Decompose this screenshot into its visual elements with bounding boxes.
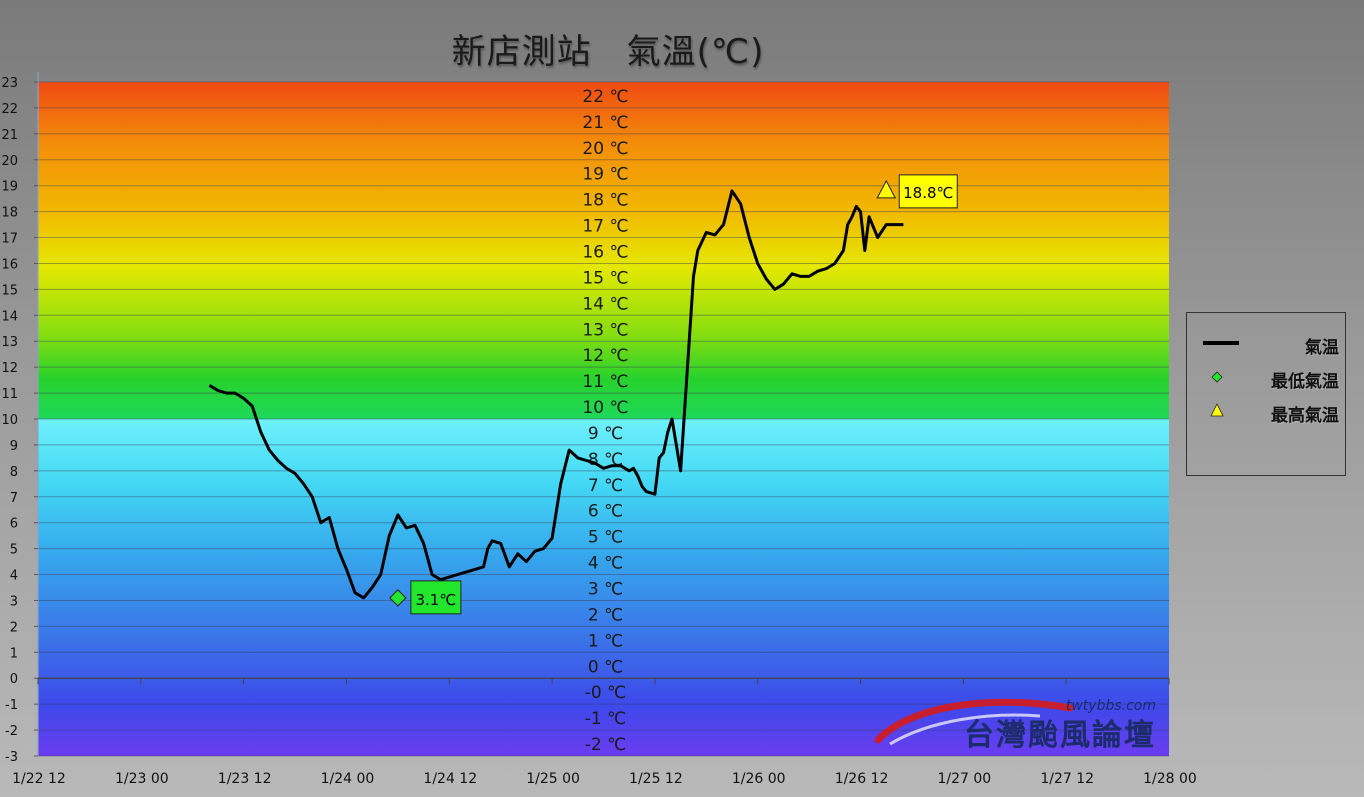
x-tick-label: 1/24 12 — [423, 771, 477, 787]
x-tick-label: 1/23 00 — [115, 771, 169, 787]
y-tick-label: -2 — [5, 724, 18, 739]
band-label: 18 ℃ — [582, 191, 628, 211]
y-tick-label: 5 — [10, 543, 18, 558]
warm-band — [38, 82, 1169, 419]
band-label: 2 ℃ — [588, 605, 623, 625]
band-label: 4 ℃ — [588, 554, 623, 574]
band-label: 19 ℃ — [582, 165, 628, 185]
x-tick-label: 1/27 12 — [1040, 771, 1094, 787]
legend-item-max: 最高氣温 — [1187, 399, 1347, 426]
y-tick-label: 1 — [10, 646, 18, 661]
legend-item-min: 最低氣温 — [1187, 365, 1347, 392]
band-label: -0 ℃ — [585, 683, 626, 703]
band-label: 17 ℃ — [582, 217, 628, 237]
y-tick-label: 3 — [10, 594, 18, 609]
x-tick-label: 1/23 12 — [218, 771, 272, 787]
legend-item-temperature: 氣温 — [1187, 331, 1347, 358]
x-tick-label: 1/24 00 — [321, 771, 375, 787]
y-tick-label: 15 — [1, 283, 18, 298]
y-tick-label: 20 — [1, 154, 18, 169]
band-label: 13 ℃ — [582, 320, 628, 340]
band-label: 22 ℃ — [582, 87, 628, 107]
y-tick-label: 21 — [1, 128, 18, 143]
band-label: 12 ℃ — [582, 346, 628, 366]
y-tick-label: 23 — [1, 76, 18, 91]
band-label: 20 ℃ — [582, 139, 628, 159]
swoosh-icon — [874, 698, 1074, 746]
x-tick-label: 1/28 00 — [1143, 771, 1197, 787]
y-tick-label: 13 — [1, 335, 18, 350]
y-tick-label: 16 — [1, 257, 18, 272]
y-tick-label: 17 — [1, 232, 18, 247]
y-tick-label: 14 — [1, 309, 18, 324]
max-marker — [876, 179, 897, 199]
min-label: 3.1℃ — [416, 591, 457, 609]
band-label: 11 ℃ — [582, 372, 628, 392]
band-label: -1 ℃ — [585, 709, 626, 729]
legend-triangle-icon — [1210, 403, 1224, 417]
band-label: 3 ℃ — [588, 580, 623, 600]
max-label: 18.8℃ — [903, 184, 953, 202]
band-label: 9 ℃ — [588, 424, 623, 444]
y-tick-label: 12 — [1, 361, 18, 376]
band-label: 0 ℃ — [588, 657, 623, 677]
band-label: 6 ℃ — [588, 502, 623, 522]
y-tick-label: 22 — [1, 102, 18, 117]
band-label: -2 ℃ — [585, 735, 626, 755]
band-label: 21 ℃ — [582, 113, 628, 133]
y-tick-label: 10 — [1, 413, 18, 428]
x-tick-label: 1/26 00 — [732, 771, 786, 787]
min-label-box — [410, 580, 462, 615]
x-tick-label: 1/26 12 — [835, 771, 889, 787]
x-tick-label: 1/25 12 — [629, 771, 683, 787]
legend: 氣温 最低氣温 最高氣温 — [1186, 312, 1346, 476]
max-label-box — [898, 174, 958, 209]
band-label: 1 ℃ — [588, 631, 623, 651]
y-tick-label: 18 — [1, 206, 18, 221]
legend-label: 氣温 — [1305, 338, 1339, 358]
chart-title: 新店測站 氣溫(℃) — [451, 32, 765, 72]
band-label: 14 ℃ — [582, 294, 628, 314]
x-tick-label: 1/22 12 — [12, 771, 66, 787]
y-tick-label: 4 — [10, 569, 18, 584]
min-marker — [389, 589, 407, 607]
band-label: 5 ℃ — [588, 528, 623, 548]
legend-label: 最高氣温 — [1271, 406, 1339, 426]
watermark-name: 台灣颱風論壇 — [964, 718, 1156, 753]
y-tick-label: 8 — [10, 465, 18, 480]
band-label: 7 ℃ — [588, 476, 623, 496]
y-tick-label: 2 — [10, 620, 18, 635]
y-tick-label: -1 — [5, 698, 18, 713]
temperature-line — [208, 189, 904, 600]
band-label: 10 ℃ — [582, 398, 628, 418]
watermark-logo: twtybbs.com 台灣颱風論壇 — [870, 696, 1170, 758]
legend-label: 最低氣温 — [1271, 372, 1339, 392]
y-tick-label: 6 — [10, 517, 18, 532]
watermark-site: twtybbs.com — [1065, 698, 1156, 714]
y-tick-label: 0 — [10, 672, 18, 687]
y-tick-label: 19 — [1, 180, 18, 195]
y-tick-label: 9 — [10, 439, 18, 454]
band-label: 15 ℃ — [582, 268, 628, 288]
legend-line-icon — [1203, 341, 1239, 345]
x-tick-label: 1/27 00 — [938, 771, 992, 787]
legend-diamond-icon — [1211, 371, 1223, 383]
x-tick-label: 1/25 00 — [526, 771, 580, 787]
y-tick-label: -3 — [5, 750, 18, 765]
y-tick-label: 11 — [1, 387, 18, 402]
band-label: 16 ℃ — [582, 243, 628, 263]
y-tick-label: 7 — [10, 491, 18, 506]
